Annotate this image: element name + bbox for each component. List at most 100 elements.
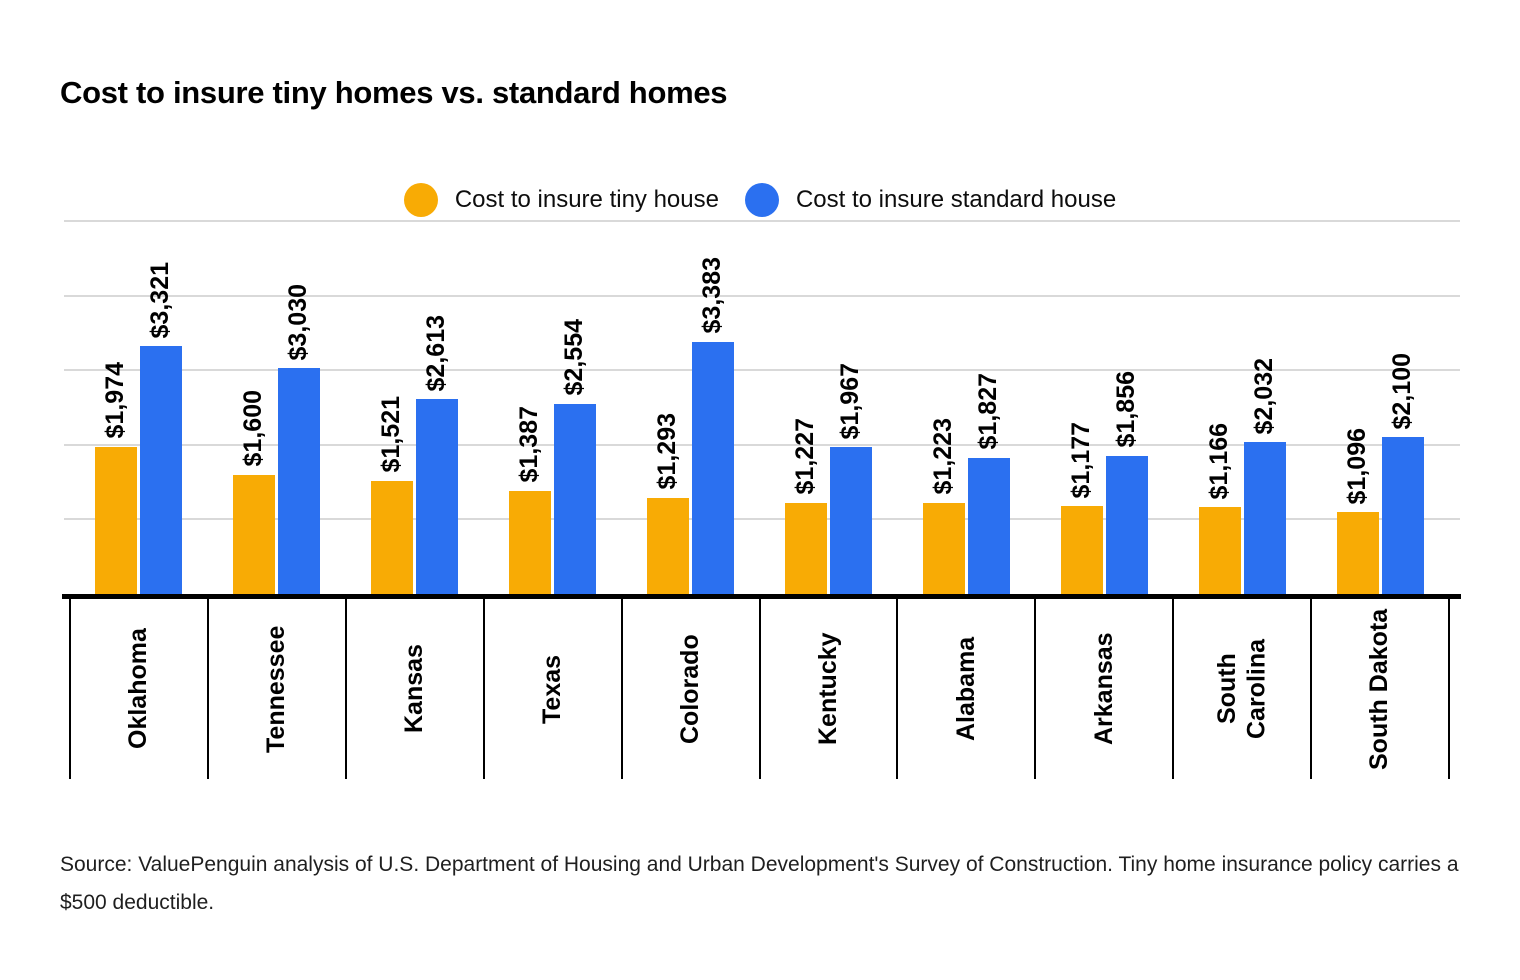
bar-group-tiny-texas: $1,387 [508,221,551,594]
tick-cell-alabama: Alabama [896,599,1034,779]
bar-value-label-tiny-tennessee: $1,600 [238,390,267,467]
category-group-kansas: $1,521 $2,613 [345,221,483,594]
bar-value-label-tiny-texas: $1,387 [514,406,543,483]
bar-value-label-standard-south-dakota: $2,100 [1387,352,1416,430]
legend-swatch-tiny-house [403,183,438,217]
tick-cell-south-dakota: South Dakota [1310,599,1448,779]
category-group-oklahoma: $1,974 $3,321 [69,221,207,594]
bar-standard-colorado [691,341,734,594]
bar-value-label-standard-colorado: $3,383 [697,257,726,334]
category-label-kansas: Kansas [400,644,429,734]
bar-group-tiny-colorado: $1,293 [646,221,689,594]
bar-standard-kentucky [829,447,872,594]
bar-group-tiny-south-carolina: $1,166 [1198,221,1241,594]
gridline-4000 [64,294,1460,297]
bar-group-tiny-arkansas: $1,177 [1060,221,1103,594]
tick-cell-kentucky: Kentucky [758,599,897,779]
bar-group-standard-south-carolina: $2,032 [1243,221,1286,594]
legend-item-standard-house: Cost to insure standard house [744,183,1117,217]
tick-cell-arkansas: Arkansas [1034,599,1172,779]
bar-group-standard-alabama: $1,827 [967,221,1010,594]
bar-value-label-standard-tennessee: $3,030 [283,283,312,360]
tick-cell-south-carolina: South Carolina [1172,599,1310,779]
tick-cell-kansas: Kansas [344,599,483,779]
bars-row: $1,974 $3,321 $1,600 $3,030 $1,521 $2,613 $1,3… [69,221,1449,594]
chart-legend: Cost to insure tiny house Cost to insure… [0,183,1520,217]
category-group-arkansas: $1,177 $1,856 [1035,221,1173,594]
bar-group-tiny-kansas: $1,521 [370,221,413,594]
bar-tiny-alabama [922,502,965,594]
bar-standard-south-dakota [1381,437,1424,594]
tick-cell-tennessee: Tennessee [206,599,345,779]
bar-group-standard-oklahoma: $3,321 [139,221,182,594]
bar-group-standard-kentucky: $1,967 [829,221,872,594]
category-group-south-carolina: $1,166 $2,032 [1173,221,1311,594]
bar-group-tiny-oklahoma: $1,974 [94,221,137,594]
bar-value-label-standard-alabama: $1,827 [973,373,1002,450]
chart-title: Cost to insure tiny homes vs. standard h… [60,75,728,110]
bar-tiny-south-carolina [1198,507,1241,594]
legend-label-standard-house: Cost to insure standard house [795,186,1117,213]
category-group-colorado: $1,293 $3,383 [621,221,759,594]
x-axis-category-row: Oklahoma Tennessee Kansas Texas Colorado Kent… [69,599,1450,779]
category-label-colorado: Colorado [675,634,704,744]
gridline-5000 [64,220,1460,222]
bar-tiny-kentucky [784,502,827,594]
category-label-tennessee: Tennessee [262,625,291,753]
bar-value-label-tiny-arkansas: $1,177 [1066,421,1095,499]
bar-standard-oklahoma [139,346,182,594]
bar-value-label-tiny-oklahoma: $1,974 [100,362,129,439]
category-group-south-dakota: $1,096 $2,100 [1311,221,1449,594]
bar-value-label-tiny-kansas: $1,521 [376,396,405,473]
tick-cell-colorado: Colorado [620,599,759,779]
category-group-kentucky: $1,227 $1,967 [759,221,897,594]
bar-standard-texas [553,403,596,594]
category-label-texas: Texas [537,654,566,724]
bar-group-tiny-kentucky: $1,227 [784,221,827,594]
bar-value-label-tiny-south-carolina: $1,166 [1204,422,1233,499]
bar-tiny-arkansas [1060,506,1103,594]
category-label-south-dakota: South Dakota [1365,608,1394,770]
bar-value-label-tiny-alabama: $1,223 [928,418,957,495]
category-label-alabama: Alabama [951,636,980,742]
gridline-1000 [64,518,1460,521]
bar-value-label-standard-south-carolina: $2,032 [1249,357,1278,435]
bar-value-label-standard-texas: $2,554 [559,319,588,396]
legend-swatch-standard-house [744,183,779,217]
bar-group-standard-arkansas: $1,856 [1105,221,1148,594]
source-note: Source: ValuePenguin analysis of U.S. De… [60,853,1459,914]
bar-group-standard-kansas: $2,613 [415,221,458,594]
bar-tiny-oklahoma [94,446,137,594]
category-label-south-carolina: South Carolina [1212,638,1271,740]
bar-standard-kansas [415,399,458,594]
bar-tiny-tennessee [232,474,275,594]
bar-tiny-south-dakota [1336,512,1379,594]
gridline-2000 [64,443,1460,446]
category-label-kentucky: Kentucky [813,632,842,746]
bar-value-label-standard-kentucky: $1,967 [835,362,864,440]
bar-value-label-standard-oklahoma: $3,321 [145,261,174,339]
gridline-3000 [64,369,1460,372]
legend-label-tiny-house: Cost to insure tiny house [454,186,719,213]
bar-group-standard-south-dakota: $2,100 [1381,221,1424,594]
bar-value-label-standard-arkansas: $1,856 [1111,371,1140,448]
category-group-alabama: $1,223 $1,827 [897,221,1035,594]
category-label-oklahoma: Oklahoma [124,628,153,750]
bar-group-standard-texas: $2,554 [553,221,596,594]
bar-tiny-texas [508,490,551,594]
bar-group-standard-tennessee: $3,030 [277,221,320,594]
bar-value-label-tiny-south-dakota: $1,096 [1342,427,1371,505]
tick-cell-texas: Texas [482,599,621,779]
bar-standard-south-carolina [1243,442,1286,594]
category-group-texas: $1,387 $2,554 [483,221,621,594]
bar-group-tiny-alabama: $1,223 [922,221,965,594]
bar-value-label-standard-kansas: $2,613 [421,314,450,392]
legend-item-tiny-house: Cost to insure tiny house [403,183,719,217]
bar-standard-tennessee [277,368,320,594]
bar-value-label-tiny-kentucky: $1,227 [790,418,819,495]
bar-tiny-colorado [646,497,689,594]
bar-group-tiny-tennessee: $1,600 [232,221,275,594]
bar-group-standard-colorado: $3,383 [691,221,734,594]
tick-cell-oklahoma: Oklahoma [69,599,207,779]
